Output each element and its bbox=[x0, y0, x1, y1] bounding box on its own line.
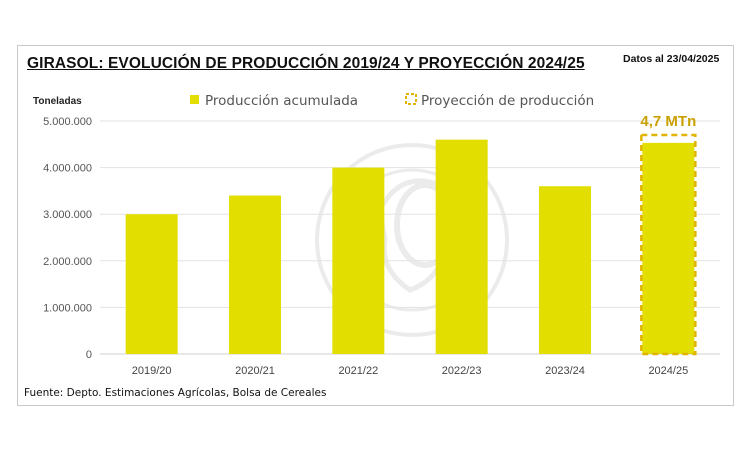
date-note: Datos al 23/04/2025 bbox=[623, 53, 720, 65]
y-tick-label: 3.000.000 bbox=[43, 209, 92, 221]
y-tick-labels: 0 1.000.000 2.000.000 3.000.000 4.000.000 5.0… bbox=[43, 116, 92, 361]
legend-label-produccion: Producción acumulada bbox=[205, 93, 358, 109]
x-tick-label: 2024/25 bbox=[648, 365, 688, 377]
y-tick-label: 5.000.000 bbox=[43, 116, 92, 128]
x-tick-labels: 2019/20 2020/21 2021/22 2022/23 2023/24 2024/… bbox=[132, 365, 688, 377]
legend-item-produccion: Producción acumulada bbox=[190, 93, 358, 109]
y-tick-label: 1.000.000 bbox=[43, 302, 92, 314]
legend-label-proyeccion: Proyección de producción bbox=[421, 93, 594, 109]
source-note: Fuente: Depto. Estimaciones Agrícolas, B… bbox=[24, 387, 327, 399]
y-axis-label: Toneladas bbox=[33, 96, 82, 107]
bar-2021-22 bbox=[332, 167, 385, 354]
bars bbox=[125, 133, 697, 356]
y-tick-label: 4.000.000 bbox=[43, 163, 92, 175]
bar-2024-25 bbox=[642, 142, 695, 354]
x-tick-label: 2022/23 bbox=[442, 365, 482, 377]
annotations: 4,7 MTn bbox=[640, 113, 696, 130]
x-tick-label: 2023/24 bbox=[545, 365, 585, 377]
grid-lines bbox=[100, 120, 720, 355]
bar-2019-20 bbox=[125, 214, 178, 354]
x-tick-label: 2019/20 bbox=[132, 365, 172, 377]
projection-bar-2024-25 bbox=[640, 133, 697, 356]
legend-swatch-produccion bbox=[190, 95, 199, 104]
annotation-label: 4,7 MTn bbox=[640, 113, 696, 130]
x-tick-label: 2020/21 bbox=[235, 365, 275, 377]
legend: Producción acumulada Proyección de produ… bbox=[190, 93, 594, 109]
chart-title: GIRASOL: EVOLUCIÓN DE PRODUCCIÓN 2019/24… bbox=[27, 55, 585, 72]
x-tick-label: 2021/22 bbox=[338, 365, 378, 377]
y-tick-label: 0 bbox=[86, 349, 92, 361]
legend-item-proyeccion: Proyección de producción bbox=[405, 93, 594, 109]
y-tick-label: 2.000.000 bbox=[43, 256, 92, 268]
bar-2022-23 bbox=[435, 139, 488, 354]
legend-swatch-proyeccion bbox=[405, 93, 417, 105]
bar-2020-21 bbox=[229, 195, 281, 354]
bar-2023-24 bbox=[539, 186, 591, 354]
